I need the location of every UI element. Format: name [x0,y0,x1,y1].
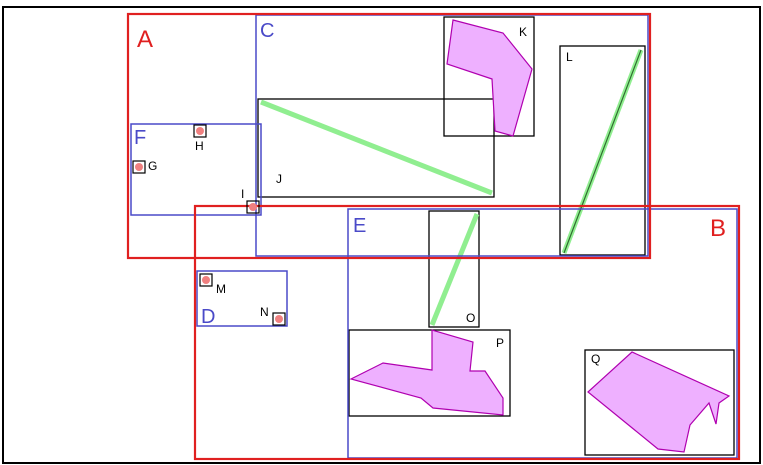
box-d [196,270,288,327]
box-a [126,12,652,260]
shape-q [587,351,731,453]
label-m: M [216,282,226,296]
shape-p [349,329,504,416]
label-j: J [276,172,282,186]
label-c: C [260,20,274,42]
label-i: I [241,187,244,201]
box-p [348,329,511,417]
label-g: G [148,159,157,173]
point-i [246,200,260,214]
point-n [272,312,286,326]
point-h [193,124,207,138]
label-a: A [137,26,153,53]
box-b [193,204,741,461]
box-j [257,98,495,198]
label-e: E [353,215,366,237]
label-h: H [195,139,204,153]
box-q [584,349,735,456]
label-d: D [201,306,215,328]
box-l [559,45,646,256]
shape-k [446,19,533,137]
line-o [429,213,480,326]
line-j [260,99,493,196]
label-o: O [466,311,475,325]
box-o [428,210,480,328]
label-b: B [710,215,726,242]
label-l: L [566,50,573,64]
label-k: K [519,25,527,39]
point-g [132,160,146,174]
box-k [443,16,535,137]
label-n: N [260,305,269,319]
label-q: Q [591,352,600,366]
label-f: F [134,127,146,149]
point-m [199,273,213,287]
outer-frame [2,6,761,464]
label-p: P [496,336,504,350]
line-l-core [563,49,642,254]
